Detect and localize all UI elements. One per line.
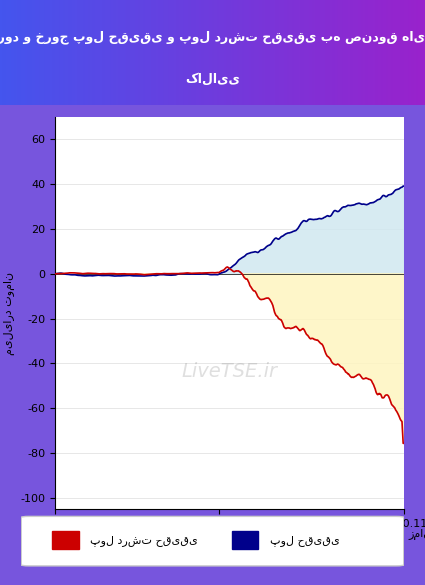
X-axis label: زمان: زمان (408, 529, 425, 539)
FancyBboxPatch shape (21, 517, 404, 566)
Text: LiveTSE.ir: LiveTSE.ir (181, 362, 278, 381)
Text: پول درشت حقیقی: پول درشت حقیقی (90, 535, 198, 546)
Text: ورود و خروج پول حقیقی و پول درشت حقیقی به صندوق های i: ورود و خروج پول حقیقی و پول درشت حقیقی ب… (0, 30, 425, 44)
Text: پول حقیقی: پول حقیقی (270, 535, 340, 546)
Y-axis label: میلیارد تومان: میلیارد تومان (4, 271, 15, 355)
Bar (232, 531, 258, 549)
Bar (52, 531, 79, 549)
Text: کالایی: کالایی (185, 73, 240, 85)
